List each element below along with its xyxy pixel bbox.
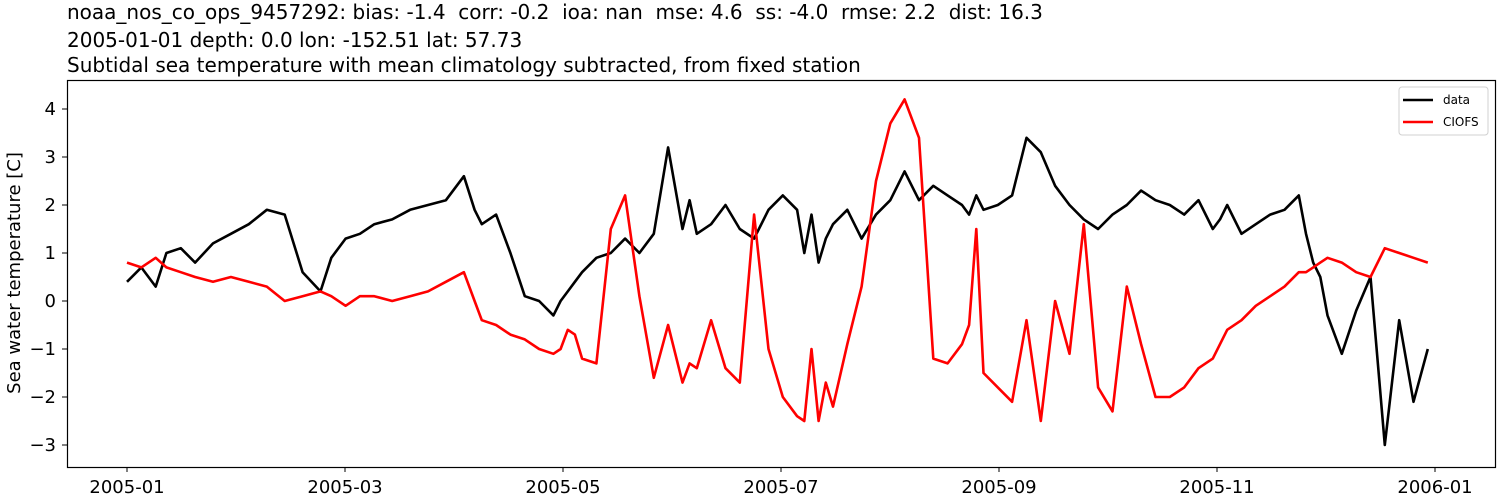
- y-tick-label: −3: [29, 435, 56, 456]
- legend-label-data: data: [1443, 93, 1470, 107]
- x-tick-label: 2005-05: [525, 477, 600, 498]
- y-tick-label: 1: [45, 243, 56, 264]
- x-tick-label: 2006-01: [1397, 477, 1472, 498]
- chart-title-stats: noaa_nos_co_ops_9457292: bias: -1.4 corr…: [67, 0, 1043, 24]
- legend: data CIOFS: [1398, 86, 1489, 136]
- y-tick-label: 0: [45, 291, 56, 312]
- series-line-data: [126, 136, 1430, 447]
- series-lines: [126, 98, 1430, 447]
- y-tick-label: −1: [29, 339, 56, 360]
- y-axis-label: Sea water temperature [C]: [4, 152, 25, 394]
- x-tick-label: 2005-07: [743, 477, 818, 498]
- x-tick-label: 2005-11: [1179, 477, 1254, 498]
- series-line-ciofs: [126, 98, 1429, 423]
- y-tick-label: 2: [45, 195, 56, 216]
- y-tick-label: 3: [45, 147, 56, 168]
- y-axis: 4 3 2 1 0 −1 −2 −3: [29, 99, 67, 456]
- chart-title-description: Subtidal sea temperature with mean clima…: [67, 53, 861, 77]
- x-tick-label: 2005-09: [961, 477, 1036, 498]
- chart-title-location: 2005-01-01 depth: 0.0 lon: -152.51 lat: …: [67, 28, 523, 52]
- x-tick-label: 2005-01: [89, 477, 164, 498]
- y-tick-label: 4: [45, 99, 56, 120]
- x-axis: 2005-01 2005-03 2005-05 2005-07 2005-09 2005-…: [89, 467, 1473, 498]
- y-tick-label: −2: [29, 387, 56, 408]
- legend-label-ciofs: CIOFS: [1443, 115, 1479, 129]
- plot-frame: [66, 79, 1497, 469]
- x-tick-label: 2005-03: [307, 477, 382, 498]
